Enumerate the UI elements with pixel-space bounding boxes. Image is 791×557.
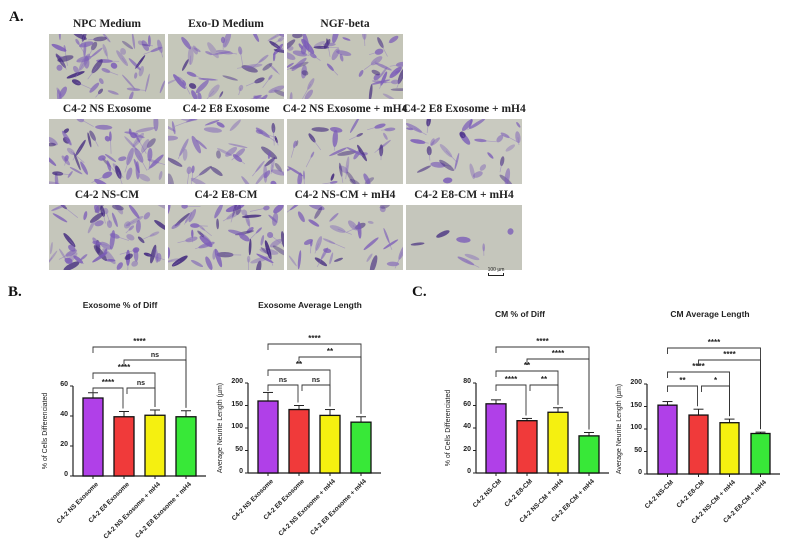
significance-label: ns [279, 377, 287, 384]
micrograph-image [168, 34, 284, 99]
micrograph-label: NGF-beta [277, 18, 413, 30]
micrograph-image [406, 119, 522, 184]
significance-label: ** [327, 347, 334, 356]
panel-label-c: C. [412, 284, 427, 301]
chart-title: CM % of Diff [470, 309, 570, 319]
significance-label: ns [151, 352, 159, 359]
micrograph-label: Exo-D Medium [158, 18, 294, 30]
y-tick-label: 100 [622, 424, 642, 431]
y-tick-label: 20 [48, 441, 68, 448]
significance-label: * [714, 376, 718, 385]
panel-label-b: B. [8, 284, 22, 301]
y-tick-label: 80 [451, 378, 471, 385]
panel-label-a: A. [9, 9, 24, 26]
y-axis-label: % of Cells Differenciated [42, 376, 49, 486]
y-tick-label: 60 [48, 381, 68, 388]
significance-label: **** [536, 337, 549, 346]
significance-label: ** [679, 376, 686, 385]
micrograph-label: C4-2 NS Exosome [39, 103, 175, 115]
micrograph-label: C4-2 NS-CM [39, 189, 175, 201]
micrograph-label: C4-2 E8-CM [158, 189, 294, 201]
micrograph-image [49, 119, 165, 184]
micrograph-label: C4-2 E8 Exosome [158, 103, 294, 115]
significance-label: ** [296, 360, 303, 369]
micrograph-label: C4-2 NS Exosome + mH4 [277, 103, 413, 115]
significance-label: **** [708, 338, 721, 347]
y-tick-label: 200 [223, 378, 243, 385]
micrograph-label: C4-2 E8 Exosome + mH4 [396, 103, 532, 115]
y-tick-label: 150 [622, 402, 642, 409]
significance-label: ns [137, 380, 145, 387]
scale-bar: 100 µm [484, 267, 508, 276]
chart-title: Exosome Average Length [240, 300, 380, 310]
micrograph-image [287, 119, 403, 184]
micrograph-image [168, 119, 284, 184]
significance-label: **** [552, 349, 565, 358]
y-tick-label: 40 [451, 423, 471, 430]
significance-label: ** [541, 375, 548, 384]
chart-title: Exosome % of Diff [60, 300, 180, 310]
micrograph-image [287, 34, 403, 99]
y-tick-label: 150 [223, 401, 243, 408]
y-tick-label: 60 [451, 401, 471, 408]
y-tick-label: 50 [223, 446, 243, 453]
micrograph-image [49, 34, 165, 99]
y-tick-label: 100 [223, 423, 243, 430]
y-tick-label: 0 [223, 468, 243, 475]
scale-bar-line [488, 273, 504, 276]
significance-label: **** [133, 337, 146, 346]
micrograph-label: C4-2 E8-CM + mH4 [396, 189, 532, 201]
y-tick-label: 0 [48, 471, 68, 478]
significance-label: **** [692, 362, 705, 371]
micrograph-label: NPC Medium [39, 18, 175, 30]
micrograph-label: C4-2 NS-CM + mH4 [277, 189, 413, 201]
y-tick-label: 0 [451, 468, 471, 475]
significance-label: ** [524, 361, 531, 370]
y-axis-label: Average Neurite Length (µm) [217, 373, 224, 483]
micrograph-image [49, 205, 165, 270]
y-axis-label: Average Neurite Length (µm) [616, 374, 623, 484]
micrograph-image [287, 205, 403, 270]
micrograph-image [406, 205, 522, 270]
significance-label: **** [723, 350, 736, 359]
y-tick-label: 50 [622, 447, 642, 454]
micrograph-image [168, 205, 284, 270]
y-axis-label: % of Cells Differenciated [445, 373, 452, 483]
significance-label: **** [102, 378, 115, 387]
y-tick-label: 200 [622, 379, 642, 386]
significance-label: **** [118, 363, 131, 372]
y-tick-label: 40 [48, 411, 68, 418]
y-tick-label: 20 [451, 446, 471, 453]
chart-title: CM Average Length [640, 309, 780, 319]
y-tick-label: 0 [622, 469, 642, 476]
significance-label: **** [505, 375, 518, 384]
significance-label: ns [312, 377, 320, 384]
significance-label: **** [308, 334, 321, 343]
